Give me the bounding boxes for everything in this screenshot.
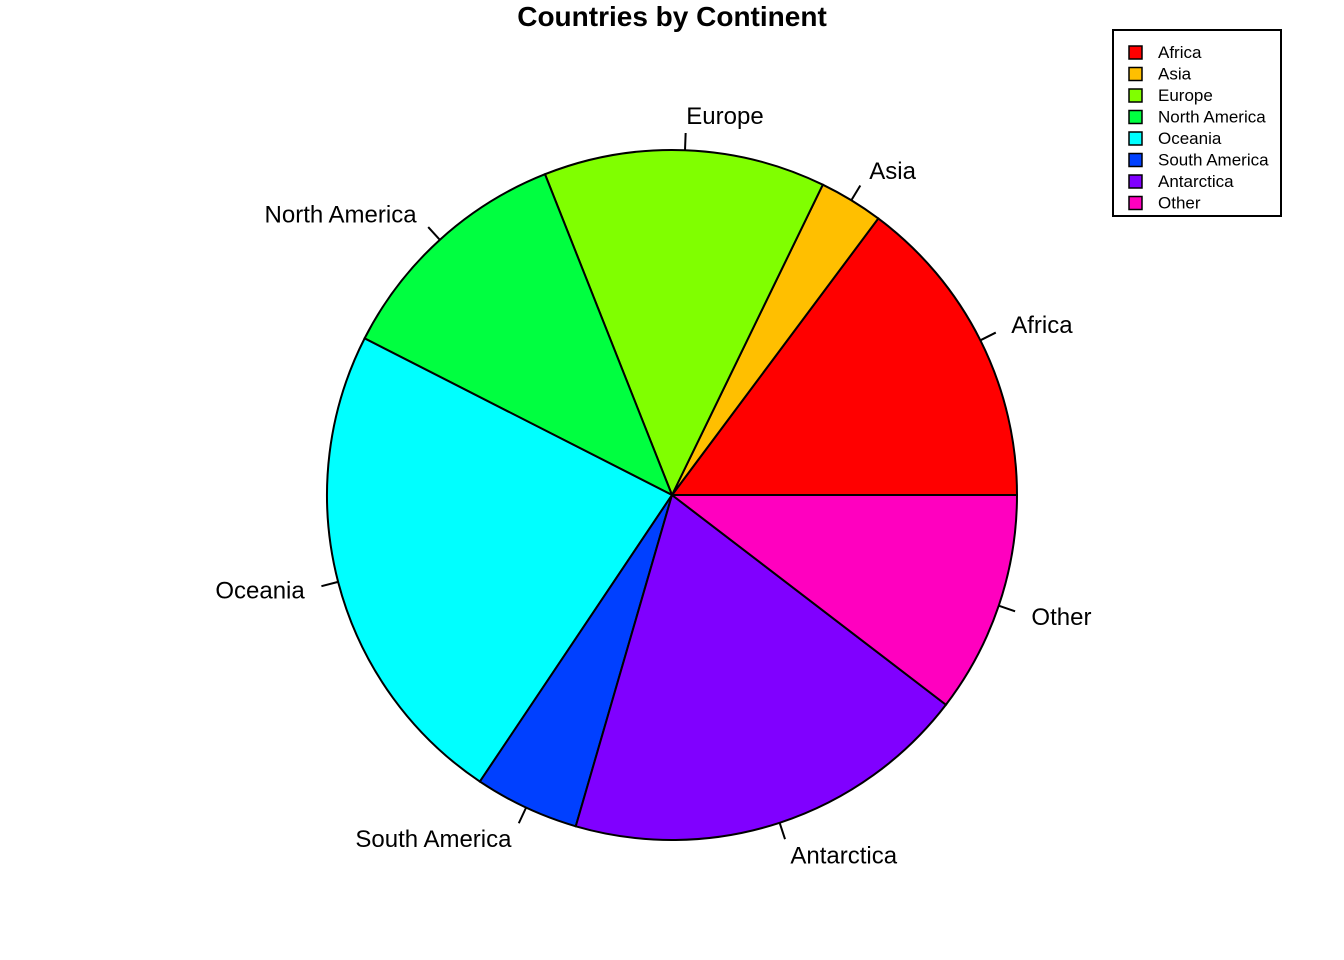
legend-swatch <box>1128 152 1143 168</box>
slice-label: Antarctica <box>790 843 897 870</box>
slice-label: Europe <box>686 103 763 130</box>
legend-swatch <box>1128 109 1143 125</box>
chart-title: Countries by Continent <box>517 1 827 32</box>
legend-swatch <box>1128 45 1143 60</box>
slice-label-tick <box>979 331 997 342</box>
slice-label-tick <box>778 822 786 840</box>
legend-label: South America <box>1158 151 1269 170</box>
legend-swatch <box>1128 195 1143 211</box>
legend-swatch <box>1128 88 1143 103</box>
slice-label: Asia <box>869 158 916 185</box>
legend-label: Other <box>1158 194 1201 213</box>
pie-slice-oceania <box>326 337 674 783</box>
pie-slice-antarctica <box>574 493 948 841</box>
slice-labels: Africa Asia Europe North America Oceania Sout… <box>215 103 1091 870</box>
slice-label: Other <box>1031 604 1091 631</box>
slice-label-tick <box>850 185 862 201</box>
slice-label-tick <box>321 580 339 588</box>
legend-label: Africa <box>1158 43 1202 62</box>
legend-label: Oceania <box>1158 129 1222 148</box>
slice-label: Africa <box>1011 312 1073 339</box>
slice-label-tick <box>998 604 1016 613</box>
legend-label: North America <box>1158 108 1266 127</box>
pie-slice-africa <box>670 217 1019 496</box>
legend-swatch <box>1128 131 1143 146</box>
slice-label: North America <box>265 201 418 228</box>
slice-label-tick <box>427 226 441 241</box>
pie-slice-north-america <box>363 172 674 498</box>
legend-label: Asia <box>1158 65 1192 84</box>
pie-slice-europe <box>543 149 825 498</box>
legend: Africa Asia Europe North America Oceania Sout… <box>1112 29 1282 217</box>
slice-label: South America <box>355 826 512 853</box>
pie-slice-other <box>669 494 1019 707</box>
pie-slices <box>326 149 1019 841</box>
legend-label: Europe <box>1158 86 1213 105</box>
slice-label-ticks <box>321 132 1016 840</box>
legend-swatch <box>1128 174 1143 189</box>
slice-label-tick <box>517 807 527 824</box>
slice-label-tick <box>684 132 687 151</box>
legend-label: Antarctica <box>1158 172 1234 191</box>
legend-swatch <box>1128 66 1143 82</box>
slice-label: Oceania <box>215 578 305 605</box>
